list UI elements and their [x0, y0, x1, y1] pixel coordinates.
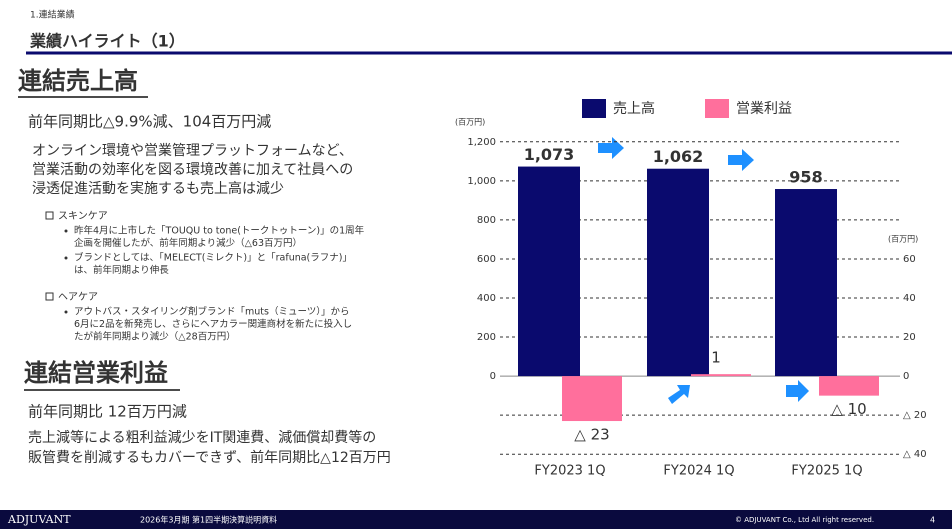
footer-doc: 2026年3月期 第1四半期決算説明資料 — [140, 515, 277, 525]
profit-heading: 連結営業利益 — [24, 359, 168, 387]
y-tick-label: 200 — [477, 332, 496, 343]
y2-tick-label: 60 — [903, 254, 916, 265]
bar — [691, 374, 751, 377]
bar — [819, 376, 879, 396]
bullet — [64, 310, 68, 314]
y-tick-label: 600 — [477, 254, 496, 265]
value-label: 958 — [789, 168, 822, 187]
value-label: 1,073 — [524, 145, 575, 164]
y2-tick-label: 0 — [903, 371, 909, 382]
bullet — [64, 229, 68, 233]
x-tick-label: FY2025 1Q — [791, 464, 862, 479]
y-tick-label: 400 — [477, 293, 496, 304]
legend-swatch — [582, 99, 606, 118]
bullet-line: 昨年4月に上市した「TOUQU to tone(トークトゥトーン)」の1周年 — [74, 225, 365, 237]
group-label: ヘアケア — [58, 291, 98, 303]
checkbox — [45, 211, 54, 220]
y2-tick-label: △ 20 — [903, 410, 927, 421]
bullet-line: は、前年同期より伸長 — [74, 264, 169, 276]
bullet — [64, 256, 68, 260]
bullet-line: たが前年同期より減少（△28百万円） — [74, 331, 236, 343]
y2-unit: (百万円) — [888, 235, 918, 244]
profit-summary: 前年同期比 12百万円減 — [28, 403, 187, 421]
sales-summary: 前年同期比△9.9%減、104百万円減 — [28, 113, 271, 131]
legend-label: 営業利益 — [736, 101, 792, 117]
bar — [647, 168, 709, 377]
slide-title: 業績ハイライト（1） — [29, 32, 185, 51]
bullet-line: アウトバス・スタイリング剤ブランド「muts（ミューツ）」から — [74, 306, 350, 318]
y2-tick-label: △ 40 — [903, 449, 927, 460]
legend-label: 売上高 — [613, 100, 655, 117]
bullet-line: ブランドとしては、「MELECT(ミレクト)」と「rafuna(ラフナ)」 — [74, 252, 352, 264]
x-tick-label: FY2023 1Q — [534, 464, 605, 479]
body-line: 販管費を削減するもカバーできず、前年同期比△12百万円 — [28, 449, 391, 466]
x-tick-label: FY2024 1Q — [663, 464, 734, 479]
bullet-line: 企画を開催したが、前年同期より減少（△63百万円） — [74, 237, 302, 249]
value-label: 1 — [711, 349, 721, 367]
footer-bar — [0, 510, 952, 529]
value-label: △ 23 — [574, 426, 609, 444]
bar — [562, 376, 622, 422]
y-tick-label: 1,000 — [467, 176, 496, 187]
page-number: 4 — [930, 516, 935, 525]
arrows — [598, 137, 809, 404]
y2-tick-label: 20 — [903, 332, 916, 343]
section-label: 1.連結業績 — [30, 9, 75, 21]
body-line: 浸透促進活動を実施するも売上高は減少 — [32, 180, 284, 197]
bullet-line: 6月に2品を新発売し、さらにヘアカラー関連商材を新たに投入し — [74, 318, 352, 330]
checkbox — [45, 292, 54, 301]
value-label: 1,062 — [653, 147, 704, 166]
group-label: スキンケア — [58, 210, 108, 222]
body-line: オンライン環境や営業管理プラットフォームなど、 — [32, 143, 353, 159]
footer-brand: ADJUVANT — [7, 513, 71, 526]
y2-tick-label: 40 — [903, 293, 916, 304]
body-line: 営業活動の効率化を図る環境改善に加えて社員への — [32, 161, 353, 178]
y-tick-label: 1,200 — [467, 137, 496, 148]
footer-copyright: © ADJUVANT Co., Ltd All right reserved. — [735, 516, 874, 524]
y-unit: (百万円) — [455, 118, 485, 127]
legend-swatch — [705, 99, 729, 118]
sales-heading: 連結売上高 — [18, 67, 138, 95]
bar — [518, 166, 580, 377]
y-tick-label: 800 — [477, 215, 496, 226]
y-tick-label: 0 — [490, 371, 496, 382]
bar — [775, 189, 837, 377]
body-line: 売上減等による粗利益減少をIT関連費、減価償却費等の — [28, 429, 376, 446]
value-label: △ 10 — [831, 400, 866, 418]
